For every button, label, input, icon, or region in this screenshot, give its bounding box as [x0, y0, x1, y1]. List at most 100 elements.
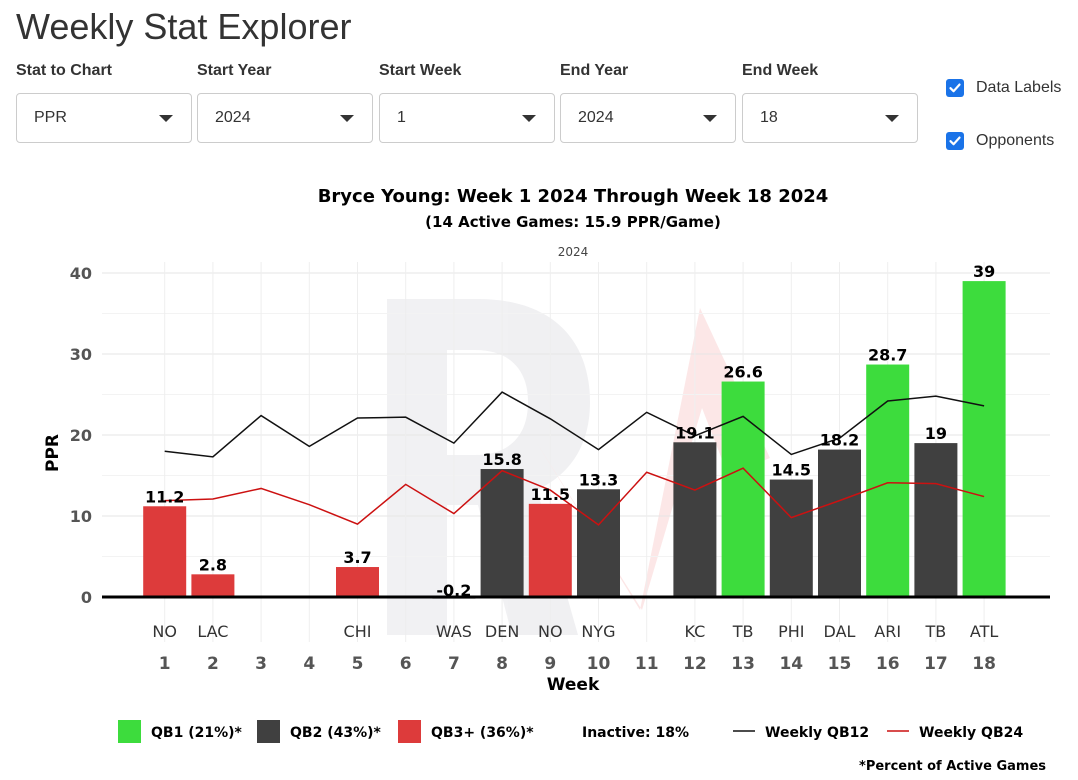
- start-year-select[interactable]: 2024: [197, 93, 373, 143]
- x-tick-label: 12: [683, 654, 707, 674]
- stat-select[interactable]: PPR: [16, 93, 192, 143]
- data-label: 2.8: [199, 555, 227, 574]
- opponent-label: DEN: [485, 622, 519, 641]
- opponent-label: NYG: [581, 622, 615, 641]
- opponent-label: TB: [925, 622, 947, 641]
- data-label: 11.2: [145, 487, 184, 506]
- end-year-label: End Year: [560, 62, 629, 79]
- legend: QB1 (21%)* QB2 (43%)* QB3+ (36%)* Inactive:…: [118, 720, 1046, 774]
- x-tick-label: 14: [779, 654, 803, 674]
- x-tick-label: 11: [635, 654, 659, 674]
- x-tick-label: 8: [496, 654, 508, 674]
- data-label: 11.5: [531, 485, 570, 504]
- bar: [577, 489, 620, 597]
- data-label: 18.2: [820, 431, 859, 450]
- data-label: 28.7: [868, 346, 907, 365]
- start-year-label: Start Year: [197, 62, 272, 79]
- x-tick-label: 6: [400, 654, 412, 674]
- opponents-toggle[interactable]: Opponents: [946, 132, 1054, 150]
- bar: [143, 506, 187, 597]
- bar: [673, 442, 717, 597]
- end-week-control: End Week 18: [742, 62, 918, 143]
- qb24-line: [164, 467, 985, 526]
- chart: Bryce Young: Week 1 2024 Through Week 18…: [43, 186, 1050, 774]
- x-tick-label: 17: [924, 654, 948, 674]
- qb12-line: [164, 391, 985, 458]
- y-tick-label: 40: [70, 264, 92, 283]
- end-year-control: End Year 2024: [560, 62, 736, 143]
- legend-label: QB3+ (36%)*: [431, 725, 534, 741]
- x-tick-label: 5: [352, 654, 364, 674]
- data-label: 19: [925, 424, 947, 443]
- data-labels-toggle[interactable]: Data Labels: [946, 79, 1061, 97]
- opponent-label: TB: [732, 622, 754, 641]
- stat-label: Stat to Chart: [16, 62, 112, 79]
- legend-label: Weekly QB24: [919, 725, 1023, 741]
- y-tick-label: 20: [70, 426, 92, 445]
- x-tick-label: 9: [544, 654, 556, 674]
- bar: [480, 469, 524, 597]
- y-tick-label: 30: [70, 345, 92, 364]
- checkbox-checked-icon[interactable]: [946, 79, 964, 97]
- x-tick-label: 13: [731, 654, 755, 674]
- stat-control: Stat to Chart PPR: [16, 62, 192, 143]
- opponent-label: KC: [685, 622, 706, 641]
- legend-label: QB1 (21%)*: [151, 725, 242, 741]
- x-tick-label: 4: [303, 654, 315, 674]
- data-label: 26.6: [723, 363, 762, 382]
- data-label: -0.2: [436, 581, 471, 600]
- legend-swatch: [398, 720, 421, 743]
- data-label: 14.5: [772, 461, 811, 480]
- end-week-select[interactable]: 18: [742, 93, 918, 143]
- opponents-label: Opponents: [976, 132, 1055, 149]
- x-tick-label: 7: [448, 654, 460, 674]
- start-year-value: 2024: [215, 109, 251, 126]
- opponent-label: WAS: [436, 622, 472, 641]
- opponent-label: ATL: [970, 622, 998, 641]
- chevron-down-icon: [885, 114, 899, 122]
- opponent-label: NO: [152, 622, 177, 641]
- y-tick-label: 10: [70, 507, 92, 526]
- chart-title: Bryce Young: Week 1 2024 Through Week 18…: [318, 186, 829, 207]
- app-title: Weekly Stat Explorer: [16, 6, 352, 47]
- facet-label: 2024: [558, 245, 589, 259]
- bar: [818, 449, 861, 597]
- chevron-down-icon: [159, 114, 173, 122]
- bar: [336, 567, 379, 597]
- bar: [769, 479, 813, 597]
- chevron-down-icon: [703, 114, 717, 122]
- start-week-label: Start Week: [379, 62, 462, 79]
- legend-swatch: [257, 720, 280, 743]
- data-label: 15.8: [482, 450, 521, 469]
- x-tick-label: 18: [972, 654, 996, 674]
- opponent-label: CHI: [344, 622, 372, 641]
- bar: [914, 443, 958, 597]
- data-labels-label: Data Labels: [976, 79, 1062, 96]
- checkbox-checked-icon[interactable]: [946, 132, 964, 150]
- bar: [866, 364, 910, 597]
- x-tick-label: 1: [159, 654, 171, 674]
- legend-swatch: [118, 720, 141, 743]
- end-year-select[interactable]: 2024: [560, 93, 736, 143]
- bar: [721, 381, 765, 597]
- data-label: 3.7: [343, 548, 371, 567]
- x-tick-label: 3: [255, 654, 267, 674]
- data-label: 13.3: [579, 470, 618, 489]
- start-week-value: 1: [397, 109, 406, 126]
- bar: [191, 574, 235, 597]
- start-week-select[interactable]: 1: [379, 93, 555, 143]
- chevron-down-icon: [340, 114, 354, 122]
- stat-value: PPR: [34, 109, 67, 126]
- start-year-control: Start Year 2024: [197, 62, 373, 143]
- opponent-label: LAC: [197, 622, 228, 641]
- x-tick-label: 16: [876, 654, 900, 674]
- opponent-label: PHI: [778, 622, 804, 641]
- end-year-value: 2024: [578, 109, 614, 126]
- y-tick-label: 0: [81, 588, 92, 607]
- chart-subtitle: (14 Active Games: 15.9 PPR/Game): [425, 213, 721, 231]
- data-label: 39: [973, 262, 995, 281]
- opponent-label: NO: [538, 622, 563, 641]
- x-tick-label: 10: [587, 654, 611, 674]
- x-tick-label: 2: [207, 654, 219, 674]
- legend-label: Weekly QB12: [765, 725, 869, 741]
